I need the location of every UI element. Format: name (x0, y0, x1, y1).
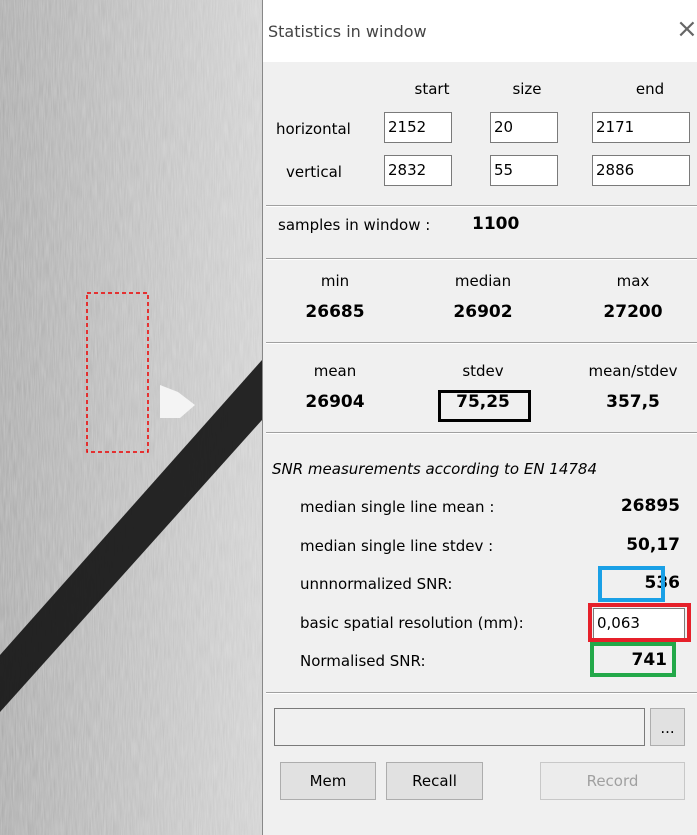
separator (266, 432, 697, 434)
input-field[interactable]: 2886 (592, 155, 690, 186)
input-field[interactable]: 2152 (384, 112, 452, 143)
stat-label: max (616, 272, 650, 290)
stat-label: median (454, 272, 512, 290)
mem-button[interactable]: Mem (280, 762, 376, 800)
stat-label: mean (313, 362, 357, 380)
input-field[interactable]: 2171 (592, 112, 690, 143)
browse-button[interactable]: ... (650, 708, 685, 746)
separator (266, 342, 697, 344)
path-field[interactable] (274, 708, 645, 746)
column-header: end (635, 80, 665, 98)
input-field[interactable]: 20 (490, 112, 558, 143)
highlight-box (590, 642, 676, 677)
resolution-input[interactable]: 0,063 (593, 607, 685, 639)
snr-heading: SNR measurements according to EN 14784 (272, 460, 598, 478)
dialog-border (262, 62, 263, 835)
record-button: Record (540, 762, 685, 800)
stat-value: 26902 (453, 302, 513, 322)
separator (266, 205, 697, 207)
snr-label: basic spatial resolution (mm): (300, 613, 524, 632)
highlight-box (588, 603, 691, 642)
separator (266, 692, 697, 694)
stat-value: 26685 (305, 302, 365, 322)
snr-label: Normalised SNR: (300, 652, 426, 670)
stat-label: mean/stdev (588, 362, 678, 380)
snr-value: 741 (631, 650, 668, 670)
close-button[interactable]: × (676, 14, 697, 44)
stat-value: 27200 (603, 302, 663, 322)
input-field[interactable]: 2832 (384, 155, 452, 186)
samples-label: samples in window : (278, 216, 431, 234)
stdev-highlight (438, 390, 531, 422)
samples-value: 1100 (472, 214, 520, 234)
row-label: horizontal (276, 120, 351, 138)
snr-value: 26895 (620, 496, 680, 516)
row-label: vertical (286, 163, 342, 181)
stat-value: 26904 (305, 392, 365, 412)
column-header: size (512, 80, 542, 98)
window-title: Statistics in window (268, 22, 427, 41)
separator (266, 258, 697, 260)
title-bar (262, 0, 697, 62)
input-field[interactable]: 55 (490, 155, 558, 186)
snr-label: unnnormalized SNR: (300, 575, 453, 593)
stat-value: 75,25 (456, 392, 510, 412)
snr-label: median single line mean : (300, 498, 495, 516)
image-view (0, 0, 262, 835)
recall-button[interactable]: Recall (386, 762, 483, 800)
snr-value: 50,17 (626, 534, 680, 555)
stat-label: min (320, 272, 350, 290)
stat-label: stdev (462, 362, 504, 380)
stat-value: 357,5 (606, 392, 660, 412)
snr-label: median single line stdev : (300, 536, 494, 555)
highlight-box (598, 566, 665, 602)
column-header: start (414, 80, 450, 98)
